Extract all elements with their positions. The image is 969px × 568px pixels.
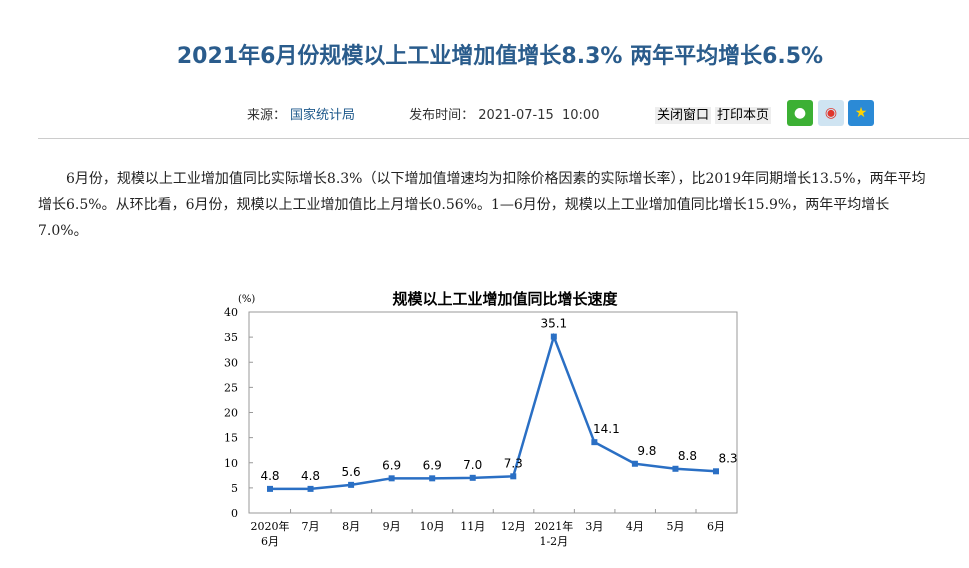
data-label: 14.1	[593, 422, 620, 436]
article-paragraph: 6月份，规模以上工业增加值同比实际增长8.3%（以下增加值增速均为扣除价格因素的…	[38, 171, 926, 239]
page-title: 2021年6月份规模以上工业增加值增长8.3% 两年平均增长6.5%	[176, 44, 824, 69]
data-point	[307, 485, 314, 492]
x-tick-label: 12月	[501, 520, 526, 533]
data-point	[713, 468, 719, 475]
x-tick-label: 2020年	[251, 519, 290, 533]
data-point	[550, 333, 557, 340]
source-value: 国家统计局	[290, 108, 356, 123]
x-tick-label: 3月	[585, 520, 603, 533]
y-tick-label: 25	[224, 381, 238, 394]
growth-chart: 规模以上工业增加值同比增长速度 (%) 0 5 10 15 20 25 30 35 40 2020年 6…	[224, 290, 738, 548]
x-tick-label: 5月	[666, 520, 684, 533]
plot-frame	[248, 311, 738, 514]
data-point	[388, 475, 395, 482]
y-tick-label: 40	[224, 306, 238, 319]
data-point	[510, 473, 517, 480]
x-tick-label: 2021年	[534, 519, 573, 533]
data-label: 5.6	[342, 465, 361, 479]
data-point	[672, 465, 679, 472]
data-label: 4.8	[260, 469, 279, 483]
wechat-icon[interactable]: ●	[787, 100, 813, 126]
close-window-button[interactable]: 关闭窗口	[655, 107, 712, 124]
x-tick-label: 10月	[420, 520, 445, 533]
data-point	[267, 485, 273, 492]
data-point	[348, 481, 355, 488]
x-tick-label: 9月	[383, 520, 401, 533]
y-tick-label: 0	[231, 507, 238, 520]
series-line	[270, 332, 717, 491]
data-point	[591, 439, 598, 446]
x-tick-label: 7月	[302, 520, 320, 533]
x-tick-label: 8月	[342, 520, 360, 533]
print-page-button[interactable]: 打印本页	[715, 107, 772, 124]
qzone-icon[interactable]: ★	[848, 100, 874, 126]
article-actions: 关闭窗口 打印本页	[655, 104, 775, 124]
x-tick-label: 6月	[707, 520, 725, 533]
x-tick-label: 1-2月	[539, 535, 568, 548]
weibo-icon[interactable]: ◉	[818, 100, 844, 126]
time-label: 发布时间：	[409, 108, 475, 123]
divider	[38, 138, 969, 139]
time-value: 2021-07-15 10:00	[478, 108, 600, 123]
data-label: 35.1	[540, 317, 567, 331]
data-label: 6.9	[423, 458, 442, 472]
y-axis-unit: (%)	[238, 294, 255, 305]
data-label: 9.8	[637, 444, 656, 458]
data-label: 8.8	[678, 449, 697, 463]
y-tick-label: 20	[224, 407, 238, 420]
y-tick-label: 35	[224, 331, 238, 344]
y-tick-label: 5	[231, 482, 238, 495]
y-tick-label: 30	[224, 356, 238, 369]
x-tick-label: 11月	[460, 520, 485, 533]
y-tick-label: 15	[224, 432, 238, 445]
source-label: 来源：	[247, 108, 287, 123]
data-label: 8.3	[718, 451, 737, 465]
data-label: 7.3	[504, 456, 523, 470]
x-tick-label: 4月	[626, 520, 644, 533]
data-label: 4.8	[301, 469, 320, 483]
chart-title: 规模以上工业增加值同比增长速度	[392, 290, 618, 308]
data-point	[469, 474, 476, 481]
x-tick-label: 6月	[261, 535, 279, 548]
data-label: 7.0	[463, 458, 482, 472]
data-point	[631, 460, 638, 467]
y-tick-label: 10	[224, 457, 238, 470]
article-meta: 来源： 国家统计局 发布时间： 2021-07-15 10:00	[247, 104, 603, 123]
data-label: 6.9	[382, 458, 401, 472]
data-point	[429, 475, 436, 482]
